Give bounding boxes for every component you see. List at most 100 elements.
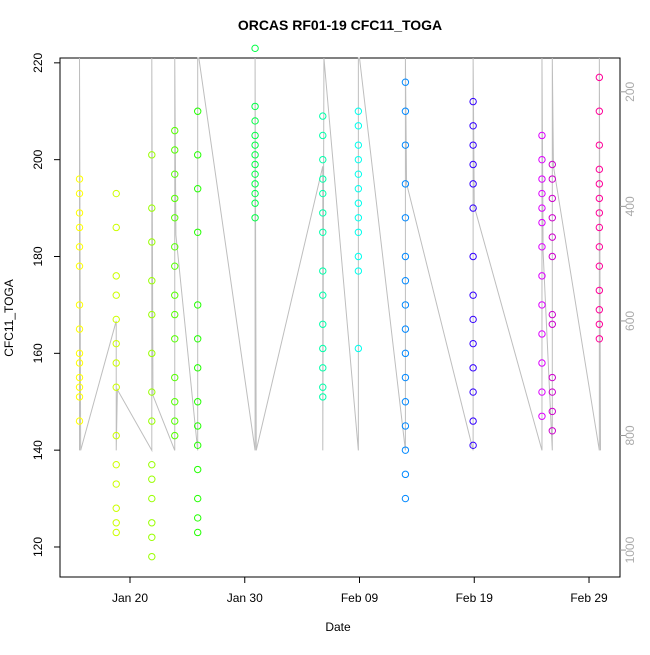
- data-point: [401, 422, 410, 430]
- data-point: [319, 189, 327, 198]
- data-point: [548, 407, 556, 416]
- data-point: [171, 373, 179, 382]
- y-tick-label: 200: [31, 149, 45, 169]
- data-point: [194, 422, 202, 430]
- data-point: [548, 175, 556, 183]
- y2-tick-label: 1000: [623, 536, 637, 563]
- y-tick-label: 140: [31, 440, 45, 460]
- data-point: [148, 519, 156, 527]
- data-point: [401, 214, 410, 222]
- data-point: [354, 141, 363, 149]
- data-point: [171, 335, 179, 343]
- data-point: [595, 180, 604, 188]
- data-point: [148, 460, 156, 469]
- data-point: [112, 359, 120, 367]
- data-point: [171, 291, 179, 299]
- data-point: [112, 272, 120, 280]
- data-point: [469, 180, 477, 188]
- data-point: [148, 533, 156, 542]
- data-point: [538, 131, 546, 140]
- data-point: [251, 160, 259, 169]
- data-point: [354, 155, 363, 164]
- data-point: [319, 131, 327, 140]
- data-point: [75, 223, 84, 232]
- data-point: [75, 189, 84, 198]
- data-point: [148, 417, 156, 425]
- data-point: [75, 373, 84, 382]
- x-axis-label: Date: [325, 620, 351, 634]
- data-point: [171, 431, 179, 440]
- data-point: [251, 214, 259, 222]
- data-point: [251, 180, 259, 188]
- data-point: [548, 388, 556, 396]
- data-point: [148, 349, 156, 358]
- data-point: [595, 335, 604, 343]
- data-point: [319, 112, 327, 120]
- data-point: [548, 320, 556, 328]
- data-point: [112, 528, 120, 537]
- data-point: [194, 107, 202, 115]
- data-point: [538, 243, 546, 251]
- data-point: [469, 315, 477, 324]
- data-point: [112, 383, 120, 391]
- data-point: [401, 180, 410, 188]
- altitude-line: [79, 57, 601, 453]
- plot-frame: [59, 57, 621, 578]
- y-tick-label: 120: [31, 537, 45, 557]
- data-point: [401, 141, 410, 149]
- data-point: [148, 204, 156, 212]
- data-point: [171, 146, 179, 154]
- data-point: [194, 528, 202, 537]
- data-point: [548, 427, 556, 435]
- data-point: [548, 233, 556, 241]
- data-point: [319, 364, 327, 372]
- data-point: [171, 310, 179, 319]
- data-point: [354, 214, 363, 222]
- data-point: [319, 393, 327, 401]
- data-point: [251, 44, 259, 53]
- data-point: [148, 552, 156, 561]
- data-point: [194, 364, 202, 372]
- data-point: [595, 286, 604, 295]
- data-point: [171, 126, 179, 135]
- data-point: [469, 141, 477, 149]
- data-point: [194, 441, 202, 450]
- data-point: [354, 344, 363, 353]
- data-point: [148, 494, 156, 503]
- data-point: [75, 209, 84, 217]
- data-point: [538, 175, 546, 183]
- data-point: [401, 446, 410, 454]
- data-point: [354, 107, 363, 115]
- data-point: [354, 252, 363, 261]
- data-point: [251, 199, 259, 207]
- data-point: [401, 325, 410, 333]
- data-point: [401, 78, 410, 86]
- data-point: [538, 412, 546, 420]
- data-point: [401, 107, 410, 115]
- data-point: [251, 141, 259, 149]
- data-point: [538, 330, 546, 338]
- data-point: [354, 267, 363, 275]
- data-point: [401, 398, 410, 406]
- data-point: [319, 320, 327, 328]
- data-point: [112, 291, 120, 299]
- data-point: [538, 189, 546, 198]
- data-point: [469, 204, 477, 212]
- data-point: [319, 267, 327, 275]
- data-point: [75, 325, 84, 333]
- data-point: [75, 349, 84, 358]
- data-point: [112, 460, 120, 469]
- data-point: [354, 185, 363, 193]
- data-point: [538, 388, 546, 396]
- data-point: [538, 359, 546, 367]
- data-point: [148, 475, 156, 483]
- data-point: [469, 388, 477, 396]
- data-point: [194, 151, 202, 159]
- data-point: [194, 335, 202, 343]
- y2-tick-label: 200: [623, 81, 637, 101]
- data-point: [171, 170, 179, 178]
- data-point: [401, 252, 410, 261]
- data-point: [148, 310, 156, 319]
- chart-title: ORCAS RF01-19 CFC11_TOGA: [238, 17, 442, 33]
